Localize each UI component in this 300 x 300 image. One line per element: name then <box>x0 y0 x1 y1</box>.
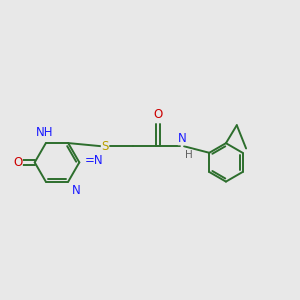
Text: O: O <box>13 156 22 169</box>
Text: =N: =N <box>85 154 104 167</box>
Text: NH: NH <box>36 126 53 140</box>
Text: N: N <box>178 132 187 145</box>
Text: N: N <box>72 184 81 197</box>
Text: O: O <box>153 108 162 121</box>
Text: S: S <box>101 140 109 153</box>
Text: H: H <box>185 150 193 160</box>
